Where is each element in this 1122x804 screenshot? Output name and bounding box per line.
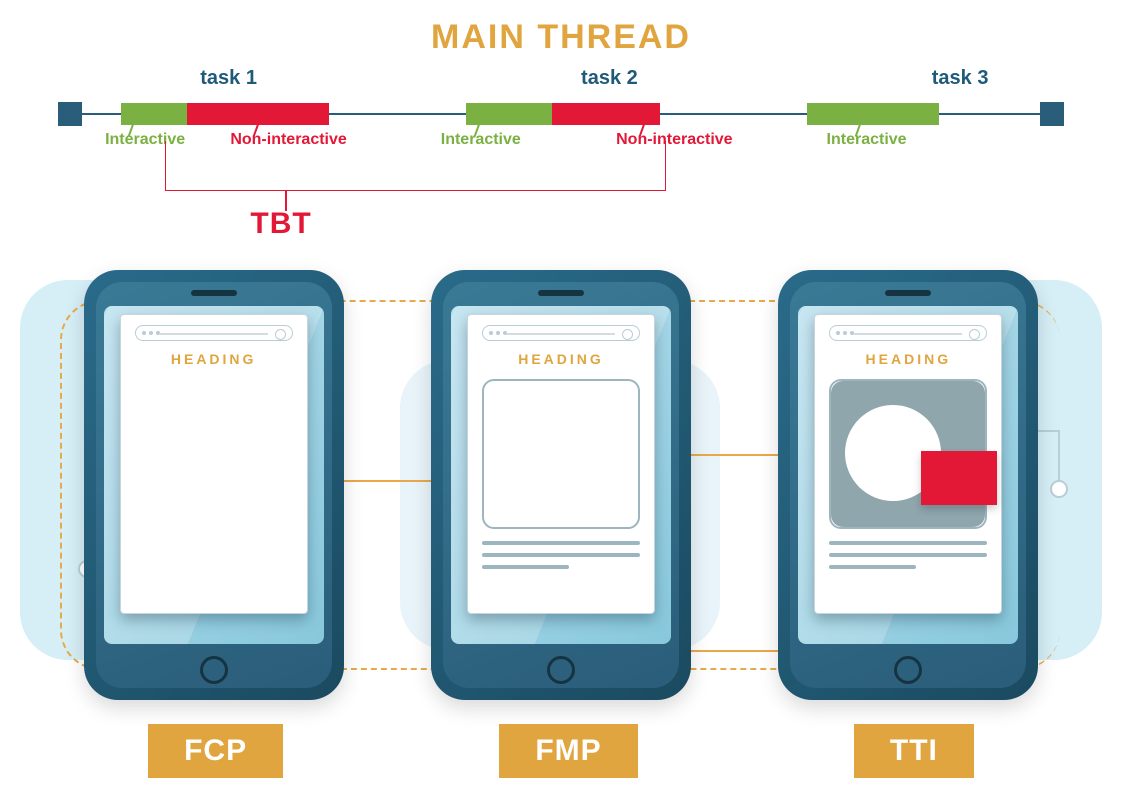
metric-pill-fmp: FMP: [499, 724, 637, 778]
home-button-icon: [547, 656, 575, 684]
task-label: task 2: [581, 67, 638, 90]
media-loaded: [829, 379, 987, 529]
task-label: task 3: [932, 67, 989, 90]
phone-speaker-icon: [191, 290, 237, 296]
browser-url-bar: [482, 325, 640, 341]
non-interactive-segment: [552, 103, 661, 125]
page-heading: HEADING: [829, 351, 987, 367]
metric-pill-tti: TTI: [854, 724, 974, 778]
main-title: MAIN THREAD: [0, 0, 1122, 57]
interactive-segment: [121, 103, 187, 125]
phone-speaker-icon: [885, 290, 931, 296]
browser-url-bar: [135, 325, 293, 341]
task-label: task 1: [200, 67, 257, 90]
browser-url-bar: [829, 325, 987, 341]
text-line: [829, 553, 987, 557]
interactive-segment: [807, 103, 939, 125]
metric-pill-fcp: FCP: [148, 724, 283, 778]
phone-fmp: HEADING: [431, 270, 691, 700]
phone-fcp: HEADING: [84, 270, 344, 700]
home-button-icon: [894, 656, 922, 684]
media-rect-icon: [921, 451, 997, 505]
text-line: [482, 541, 640, 545]
phone-speaker-icon: [538, 290, 584, 296]
phone-tti: HEADING: [778, 270, 1038, 700]
page-mock: HEADING: [120, 314, 308, 614]
timeline: task 1task 2task 3 InteractiveNon-intera…: [60, 67, 1062, 267]
media-placeholder-frame: [482, 379, 640, 529]
home-button-icon: [200, 656, 228, 684]
segment-label: Interactive: [827, 131, 907, 149]
page-heading: HEADING: [482, 351, 640, 367]
metric-labels: FCP FMP TTI: [40, 724, 1082, 778]
page-mock: HEADING: [467, 314, 655, 614]
page-heading: HEADING: [135, 351, 293, 367]
text-line: [829, 565, 916, 569]
non-interactive-segment: [187, 103, 329, 125]
interactive-segment: [466, 103, 551, 125]
tbt-bracket: [165, 141, 666, 191]
page-mock: HEADING: [814, 314, 1002, 614]
phones-area: HEADING HEADING: [40, 270, 1082, 710]
text-line: [829, 541, 987, 545]
tbt-label: TBT: [250, 207, 311, 241]
text-line: [482, 565, 569, 569]
text-line: [482, 553, 640, 557]
